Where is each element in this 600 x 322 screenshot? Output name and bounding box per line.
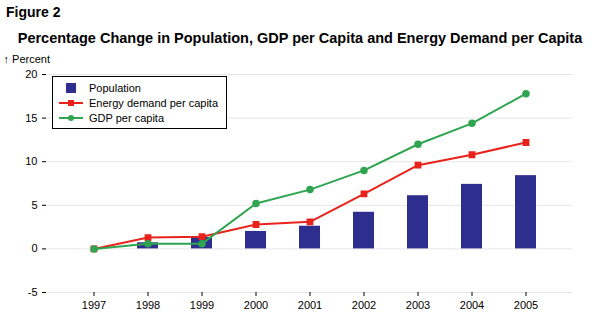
svg-text:15: 15 — [25, 112, 37, 124]
svg-text:2004: 2004 — [460, 299, 484, 311]
svg-text:1998: 1998 — [136, 299, 160, 311]
svg-text:2000: 2000 — [244, 299, 268, 311]
svg-text:2005: 2005 — [514, 299, 538, 311]
html-text:Figure 2: Figure 2 — [6, 4, 61, 20]
html-text:Percentage Change in Populatio: Percentage Change in Population, GDP per… — [17, 30, 583, 46]
svg-text:2001: 2001 — [298, 299, 322, 311]
html-text:Energy demand per capita: Energy demand per capita — [89, 96, 218, 109]
svg-text:5: 5 — [31, 199, 37, 211]
svg-text:-5: -5 — [28, 286, 38, 298]
svg-text:2003: 2003 — [406, 299, 430, 311]
svg-text:1999: 1999 — [190, 299, 214, 311]
html-text:GDP per capita: GDP per capita — [89, 111, 164, 124]
svg-text:1997: 1997 — [82, 299, 106, 311]
svg-text:↑ Percent: ↑ Percent — [4, 53, 50, 65]
svg-text:10: 10 — [25, 155, 37, 167]
svg-text:0: 0 — [31, 242, 37, 254]
html-text:Population: Population — [89, 81, 141, 94]
svg-text:20: 20 — [25, 68, 37, 80]
svg-text:2002: 2002 — [352, 299, 376, 311]
